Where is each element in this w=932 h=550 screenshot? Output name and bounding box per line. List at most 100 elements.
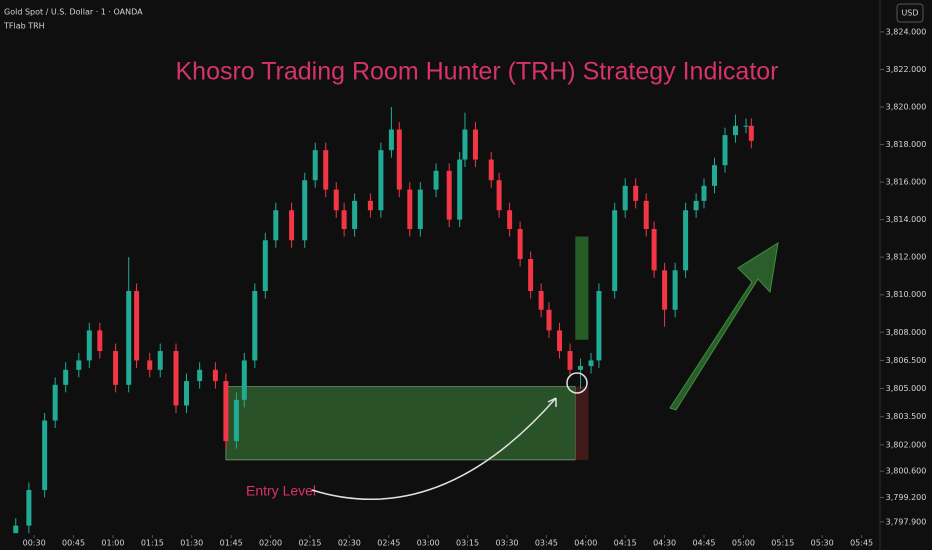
currency-button[interactable] bbox=[896, 3, 924, 23]
y-tick-label: 3,797.900 bbox=[886, 517, 927, 526]
candle-body bbox=[367, 200, 373, 211]
candle-body bbox=[457, 159, 463, 220]
candle-body bbox=[417, 189, 423, 230]
entry-arrow bbox=[311, 397, 557, 501]
candle-body bbox=[396, 129, 402, 190]
candle-body bbox=[672, 270, 678, 310]
candle-body bbox=[86, 330, 92, 361]
candle-body bbox=[567, 351, 573, 370]
candle-body bbox=[289, 210, 295, 241]
candle-body bbox=[52, 384, 58, 421]
zone bbox=[575, 236, 589, 340]
candle-body bbox=[596, 290, 602, 361]
x-tick-label: 03:00 bbox=[417, 539, 440, 548]
candle-body bbox=[173, 351, 179, 406]
zone bbox=[225, 386, 576, 461]
candle-body bbox=[446, 170, 452, 220]
y-tick-label: 3,802.000 bbox=[886, 440, 927, 449]
candle-body bbox=[517, 229, 523, 260]
candle-body bbox=[241, 360, 247, 400]
y-tick-label: 3,810.000 bbox=[886, 290, 927, 299]
x-tick-label: 01:30 bbox=[180, 539, 203, 548]
candle-body bbox=[323, 150, 329, 190]
candle-body bbox=[712, 165, 718, 186]
candle-body bbox=[76, 360, 82, 370]
candle-body bbox=[651, 229, 657, 271]
candle-body bbox=[134, 290, 140, 361]
x-tick-label: 03:15 bbox=[456, 539, 479, 548]
candle-body bbox=[26, 489, 32, 526]
x-tick-label: 01:45 bbox=[220, 539, 243, 548]
x-tick-label: 00:45 bbox=[62, 539, 85, 548]
x-tick-label: 04:15 bbox=[614, 539, 637, 548]
candle-body bbox=[252, 290, 258, 361]
candle-body bbox=[341, 210, 347, 230]
y-tick-label: 3,822.000 bbox=[886, 65, 927, 74]
x-tick-label: 02:00 bbox=[259, 539, 282, 548]
x-tick-label: 02:45 bbox=[377, 539, 400, 548]
candle-body bbox=[184, 381, 190, 406]
candle-body bbox=[528, 259, 534, 291]
candle-body bbox=[388, 129, 394, 151]
candle-body bbox=[233, 399, 239, 442]
y-tick-label: 3,806.500 bbox=[886, 356, 927, 365]
candle-body bbox=[633, 185, 639, 201]
candle-body bbox=[13, 525, 19, 534]
y-tick-label: 3,803.500 bbox=[886, 412, 927, 421]
candle-body bbox=[622, 185, 628, 211]
candle-body bbox=[546, 309, 552, 331]
candle-body bbox=[496, 180, 502, 211]
plot-area bbox=[13, 107, 754, 534]
candle-body bbox=[302, 180, 308, 241]
y-tick-label: 3,808.000 bbox=[886, 328, 927, 337]
y-tick-label: 3,799.200 bbox=[886, 493, 927, 502]
x-tick-label: 01:00 bbox=[101, 539, 124, 548]
x-tick-label: 05:45 bbox=[850, 539, 873, 548]
candle-body bbox=[748, 125, 754, 141]
up-arrow bbox=[669, 241, 779, 411]
candle-body bbox=[743, 125, 749, 127]
y-tick-label: 3,800.600 bbox=[886, 467, 927, 476]
candle-body bbox=[538, 290, 544, 310]
candle-body bbox=[378, 150, 384, 211]
y-tick-label: 3,820.000 bbox=[886, 103, 927, 112]
candle-body bbox=[462, 129, 468, 160]
x-tick-label: 04:45 bbox=[692, 539, 715, 548]
x-tick-label: 02:15 bbox=[298, 539, 321, 548]
x-tick-label: 02:30 bbox=[338, 539, 361, 548]
candle-body bbox=[126, 290, 132, 385]
y-tick-label: 3,816.000 bbox=[886, 178, 927, 187]
candle-body bbox=[433, 170, 439, 190]
candle-body bbox=[643, 200, 649, 230]
candle-body bbox=[157, 351, 163, 370]
candle-body bbox=[578, 366, 584, 370]
candle-body bbox=[212, 369, 218, 382]
candle-body bbox=[42, 420, 48, 490]
x-tick-label: 05:15 bbox=[771, 539, 794, 548]
y-tick-label: 3,824.000 bbox=[886, 27, 927, 36]
candle-body bbox=[488, 159, 494, 181]
candle-body bbox=[223, 381, 229, 442]
candle-body bbox=[63, 369, 69, 385]
candle-body bbox=[312, 150, 318, 181]
annotation: Entry Level bbox=[246, 483, 316, 499]
candle-body bbox=[701, 185, 707, 201]
x-tick-label: 03:30 bbox=[495, 539, 518, 548]
zone bbox=[575, 386, 589, 460]
x-tick-label: 04:30 bbox=[653, 539, 676, 548]
candle-body bbox=[262, 240, 268, 291]
candle-body bbox=[147, 360, 153, 370]
candle-body bbox=[197, 369, 203, 382]
candle-body bbox=[472, 129, 478, 160]
candle-body bbox=[612, 210, 618, 291]
candle-body bbox=[333, 189, 339, 211]
y-tick-label: 3,812.000 bbox=[886, 253, 927, 262]
indicator-name: TFlab TRH bbox=[3, 22, 45, 31]
x-tick-label: 03:45 bbox=[535, 539, 558, 548]
candle-body bbox=[352, 200, 358, 230]
candle-body bbox=[407, 189, 413, 230]
candle-body bbox=[722, 135, 728, 166]
y-tick-label: 3,814.000 bbox=[886, 215, 927, 224]
chart-title: Khosro Trading Room Hunter (TRH) Strateg… bbox=[175, 58, 778, 86]
x-tick-label: 05:30 bbox=[811, 539, 834, 548]
